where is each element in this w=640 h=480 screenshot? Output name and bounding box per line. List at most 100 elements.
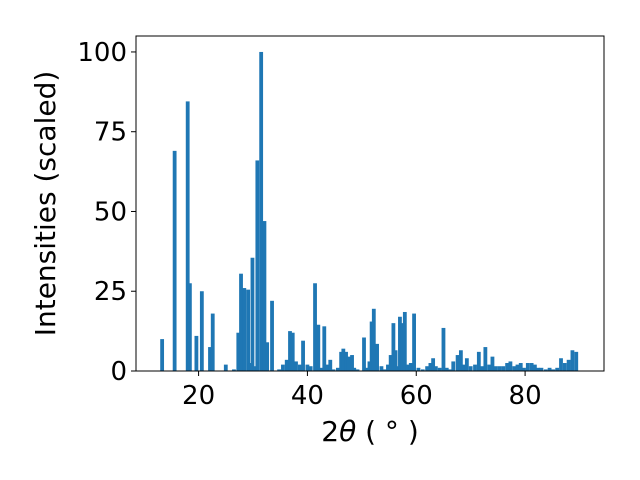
bar [331, 369, 336, 371]
bar [236, 332, 241, 371]
x-tick-label: 40 [291, 381, 324, 411]
bar [294, 361, 298, 371]
bar [305, 364, 310, 371]
bar [325, 364, 329, 371]
bar [490, 356, 495, 371]
x-axis-label-theta: θ [339, 415, 356, 448]
bar [433, 366, 438, 371]
bar [313, 283, 317, 371]
bar [501, 366, 506, 371]
bar [319, 367, 324, 371]
bar [350, 355, 354, 371]
bar [247, 363, 252, 371]
bar [525, 363, 530, 371]
bar [223, 364, 228, 371]
bar [420, 369, 425, 371]
bar [458, 350, 463, 371]
bar [416, 367, 421, 371]
bar [400, 323, 405, 371]
bar [518, 363, 523, 371]
bar [284, 359, 289, 371]
bar [448, 369, 452, 371]
bar [388, 355, 393, 371]
bar [487, 364, 492, 371]
bar [232, 369, 236, 371]
bar [566, 359, 571, 371]
bar [352, 367, 357, 371]
bar [344, 351, 348, 371]
bar [395, 366, 400, 371]
bar [308, 366, 313, 371]
bar [505, 363, 510, 371]
bar [444, 367, 449, 371]
bar [265, 342, 270, 371]
bar [480, 366, 485, 371]
bar [185, 101, 190, 372]
bar [335, 367, 340, 371]
bar [364, 367, 369, 371]
bar [551, 369, 556, 371]
plot-frame [135, 35, 605, 372]
x-axis-ticks: 20 40 60 80 [182, 371, 542, 411]
bar [252, 366, 257, 371]
bar [362, 337, 366, 371]
bar [375, 343, 379, 371]
bar [451, 361, 456, 371]
bar [242, 288, 247, 371]
bar [290, 332, 295, 371]
bar [346, 356, 351, 371]
y-tick-label: 50 [94, 197, 127, 227]
bar [497, 366, 502, 371]
bar [425, 366, 430, 371]
bar [437, 367, 442, 371]
bar [369, 321, 374, 371]
bar [412, 313, 416, 371]
x-tick-label: 60 [400, 381, 433, 411]
bar [339, 351, 344, 371]
bar [536, 367, 541, 371]
bar [210, 313, 215, 371]
bar [246, 289, 251, 371]
bar [382, 369, 387, 371]
bar [574, 351, 579, 371]
bar [259, 51, 264, 371]
bar [250, 257, 255, 371]
bar [522, 367, 526, 371]
bar [455, 355, 460, 371]
y-tick-label: 0 [110, 357, 127, 387]
bar [379, 366, 384, 371]
x-axis-label: 2θ ( ° ) [321, 415, 419, 448]
bar [281, 364, 285, 371]
bar [208, 347, 212, 371]
bar [559, 358, 563, 371]
bar [555, 367, 560, 371]
bar [199, 291, 204, 371]
y-axis-label: Intensities (scaled) [29, 71, 62, 337]
bar [543, 369, 548, 371]
x-tick-label: 20 [182, 381, 215, 411]
bar [316, 324, 321, 371]
bar [493, 366, 498, 371]
bar [160, 339, 165, 371]
bar [297, 364, 302, 371]
bar [405, 364, 410, 371]
bar [270, 300, 274, 371]
bar [398, 316, 402, 371]
y-tick-label: 75 [94, 118, 127, 148]
bar [301, 340, 305, 371]
bar [328, 359, 333, 371]
bar [515, 364, 520, 371]
bar [408, 363, 413, 371]
bar [194, 335, 199, 371]
bar [255, 160, 260, 371]
y-tick-label: 100 [77, 38, 127, 68]
bar [172, 150, 177, 371]
bar [187, 283, 192, 371]
bar [547, 367, 552, 371]
bar [288, 331, 292, 371]
bar [371, 308, 376, 371]
bar-series [160, 51, 579, 372]
bar [367, 361, 372, 371]
